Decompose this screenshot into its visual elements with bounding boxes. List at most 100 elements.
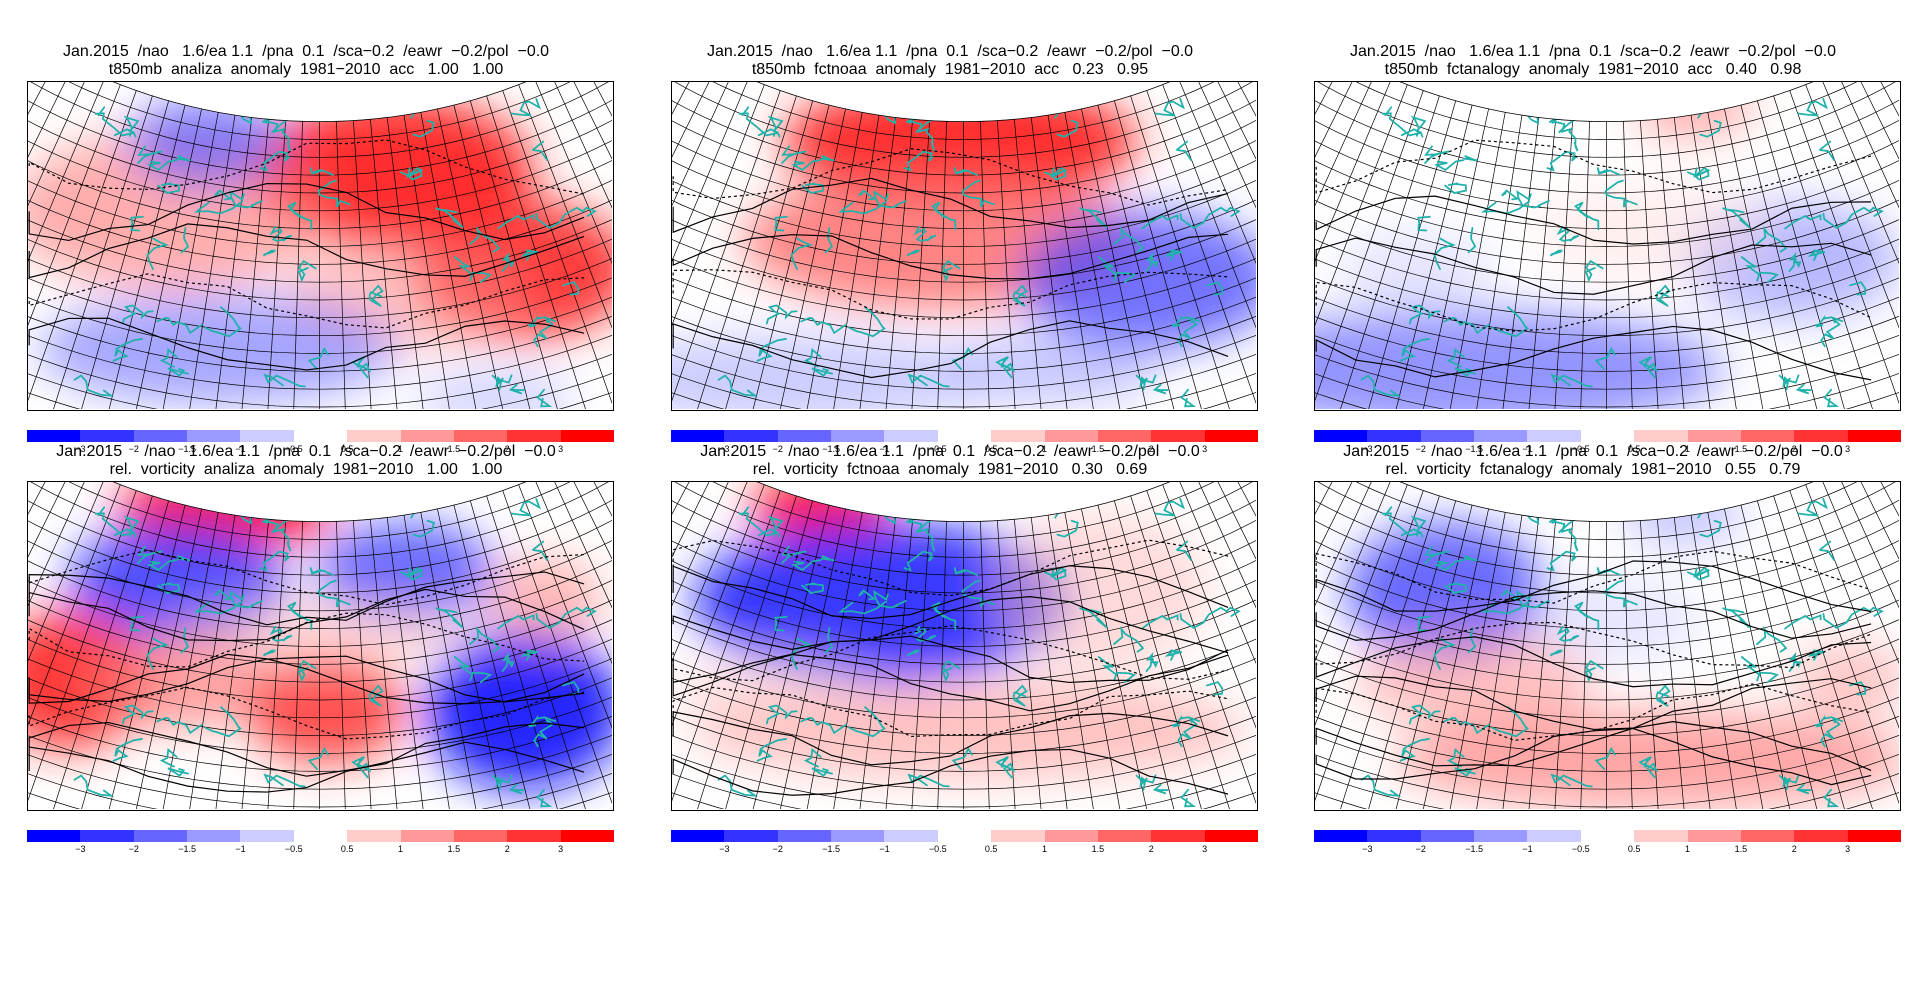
- colorbar-segment: [1151, 430, 1206, 442]
- colorbar-tick-label: −2: [128, 844, 139, 854]
- map-domain: [1315, 482, 1899, 809]
- colorbar-segment: [1097, 830, 1152, 842]
- contour-lines: [1315, 550, 1872, 786]
- colorbar-tick-label: 0.5: [984, 844, 998, 854]
- map-frame: [27, 81, 614, 411]
- colorbar-segment: [831, 830, 885, 842]
- map-plot: [672, 82, 1256, 409]
- coastlines: [717, 96, 1241, 408]
- colorbar-tick-label: 3: [1202, 844, 1208, 854]
- colorbar-segment: [400, 430, 455, 442]
- colorbar-segment: [133, 430, 188, 442]
- colorbar-tick-label: −2: [772, 844, 783, 854]
- map-plot: [1315, 482, 1899, 809]
- colorbar-tick-label: 2: [504, 844, 510, 854]
- colorbar-tick-label: −1.5: [1465, 844, 1483, 854]
- colorbar-segment: [991, 830, 1046, 842]
- panel-title-line2: rel. vorticity fctnoaa anomaly 1981−2010…: [752, 461, 1148, 478]
- colorbar-segment: [831, 430, 885, 442]
- colorbar-segment: [1847, 830, 1902, 842]
- colorbar-segment: [560, 430, 615, 442]
- colorbar-tick-label: 1.5: [1734, 844, 1748, 854]
- colorbar-segment: [133, 830, 188, 842]
- colorbar-tick-label: 0.5: [340, 844, 354, 854]
- colorbar-segment: [27, 830, 81, 842]
- colorbar-segment: [1474, 830, 1528, 842]
- colorbar-tick-label: −0.5: [928, 444, 947, 454]
- colorbar-segment: [1580, 830, 1635, 842]
- colorbar-tick-label: 1.5: [1091, 444, 1105, 454]
- colorbar-tick-label: −1.5: [1465, 444, 1483, 454]
- anomaly-shading: [28, 482, 612, 790]
- panel-title-line2: t850mb analiza anomaly 1981−2010 acc 1.0…: [108, 61, 504, 78]
- colorbar-segment: [1367, 430, 1422, 442]
- colorbar-segment: [1097, 430, 1152, 442]
- colorbar-segment: [507, 430, 562, 442]
- colorbar-segment: [1474, 430, 1528, 442]
- map-panel-vort-fctnoaa: Jan.2015 /nao 1.6/ea 1.1 /pna 0.1 /sca−0…: [650, 400, 1259, 854]
- colorbar-tick-label: −2: [1415, 844, 1426, 854]
- colorbar-tick-label: −3: [75, 444, 86, 454]
- colorbar-tick-label: 1: [398, 444, 404, 454]
- colorbar-tick-label: −1: [235, 844, 246, 854]
- colorbar-segment: [777, 430, 832, 442]
- panel-title-line2: t850mb fctnoaa anomaly 1981−2010 acc 0.2…: [751, 61, 1149, 78]
- colorbar-segment: [937, 830, 992, 842]
- colorbar-segment: [1151, 830, 1206, 842]
- panel-title-line1: Jan.2015 /nao 1.6/ea 1.1 /pna 0.1 /sca−0…: [700, 443, 1200, 460]
- colorbar-segment: [1634, 430, 1689, 442]
- colorbar-tick-label: 1: [1685, 444, 1691, 454]
- colorbar-segment: [671, 830, 725, 842]
- colorbar-segment: [1367, 830, 1422, 842]
- colorbar-segment: [1794, 430, 1849, 442]
- colorbar: [671, 430, 1259, 442]
- colorbar-segment: [453, 830, 508, 842]
- colorbar-segment: [777, 830, 832, 842]
- contour-lines: [1315, 139, 1872, 381]
- colorbar: [1314, 830, 1902, 842]
- colorbar-tick-label: −1: [1522, 444, 1533, 454]
- panel-title-line1: Jan.2015 /nao 1.6/ea 1.1 /pna 0.1 /sca−0…: [1343, 443, 1843, 460]
- coastlines: [1360, 496, 1884, 808]
- colorbar-tick-label: −1.5: [822, 444, 840, 454]
- colorbar-segment: [1204, 430, 1259, 442]
- latlon-grid: [28, 482, 612, 809]
- colorbar-segment: [671, 430, 725, 442]
- colorbar-segment: [187, 830, 241, 842]
- colorbar-segment: [293, 830, 348, 842]
- map-plot: [1315, 82, 1899, 409]
- colorbar-segment: [1580, 430, 1635, 442]
- colorbar-segment: [1687, 830, 1742, 842]
- colorbar-tick-label: −0.5: [928, 844, 947, 854]
- colorbar-tick-label: −3: [719, 444, 730, 454]
- map-domain: [28, 82, 612, 409]
- colorbar-tick-label: −1: [235, 444, 246, 454]
- colorbar-segment: [884, 430, 939, 442]
- colorbar: [671, 830, 1259, 842]
- colorbar-tick-label: −1: [1522, 844, 1533, 854]
- colorbar-segment: [80, 830, 135, 842]
- colorbar-tick-label: 2: [1148, 444, 1154, 454]
- map-panel-vort-fctanalogy: Jan.2015 /nao 1.6/ea 1.1 /pna 0.1 /sca−0…: [1293, 400, 1902, 854]
- colorbar-segment: [1794, 830, 1849, 842]
- contour-lines: [672, 539, 1229, 796]
- map-frame: [671, 81, 1258, 411]
- map-domain: [672, 482, 1256, 809]
- colorbar-segment: [400, 830, 455, 842]
- colorbar-tick-label: −1: [879, 444, 890, 454]
- colorbar-tick-label: −1.5: [178, 844, 196, 854]
- map-frame: [671, 481, 1258, 811]
- colorbar-segment: [1420, 830, 1475, 842]
- colorbar-tick-label: 2: [1791, 444, 1797, 454]
- colorbar-segment: [27, 430, 81, 442]
- colorbar-segment: [1420, 430, 1475, 442]
- panel-title-line1: Jan.2015 /nao 1.6/ea 1.1 /pna 0.1 /sca−0…: [1349, 43, 1837, 60]
- colorbar-segment: [1740, 430, 1795, 442]
- colorbar-tick-label: −1.5: [178, 444, 196, 454]
- colorbar-tick-label: −3: [75, 844, 86, 854]
- map-plot: [28, 82, 612, 409]
- colorbar-segment: [80, 430, 135, 442]
- map-domain: [672, 82, 1256, 409]
- colorbar-segment: [1687, 430, 1742, 442]
- colorbar-segment: [1527, 430, 1582, 442]
